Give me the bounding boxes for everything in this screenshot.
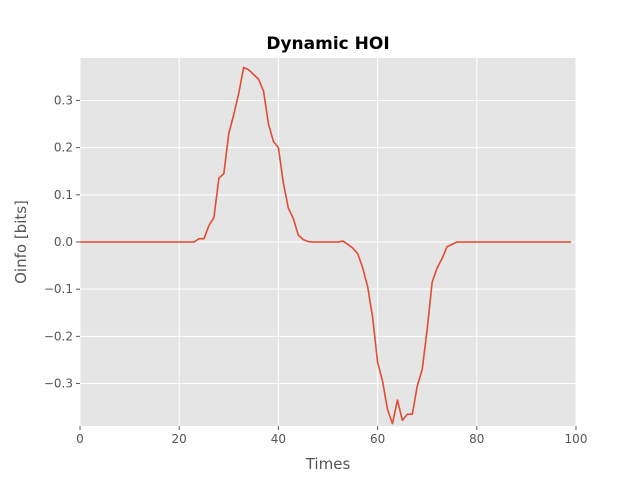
y-axis-label: Oinfo [bits]: [12, 200, 30, 284]
x-tick-label: 80: [469, 432, 484, 446]
x-tick-label: 20: [172, 432, 187, 446]
y-tick-label: 0.3: [54, 93, 73, 107]
x-tick-label: 100: [565, 432, 588, 446]
series-line: [80, 66, 572, 425]
y-tick-label: −0.1: [44, 282, 73, 296]
x-tick-label: 0: [76, 432, 84, 446]
y-tick-label: 0.1: [54, 188, 73, 202]
y-tick-label: 0.0: [54, 235, 73, 249]
y-tick-label: −0.2: [44, 329, 73, 343]
y-tick-label: −0.3: [44, 377, 73, 391]
series-layer: [80, 66, 572, 425]
x-axis-ticks: 0 20 40 60 80 100: [76, 426, 587, 446]
y-tick-label: 0.2: [54, 141, 73, 155]
x-tick-label: 40: [271, 432, 286, 446]
x-axis-label: Times: [305, 455, 351, 473]
y-axis-ticks: −0.3 −0.2 −0.1 0.0 0.1 0.2 0.3: [44, 93, 80, 391]
x-tick-label: 60: [370, 432, 385, 446]
chart-title: Dynamic HOI: [266, 34, 389, 54]
